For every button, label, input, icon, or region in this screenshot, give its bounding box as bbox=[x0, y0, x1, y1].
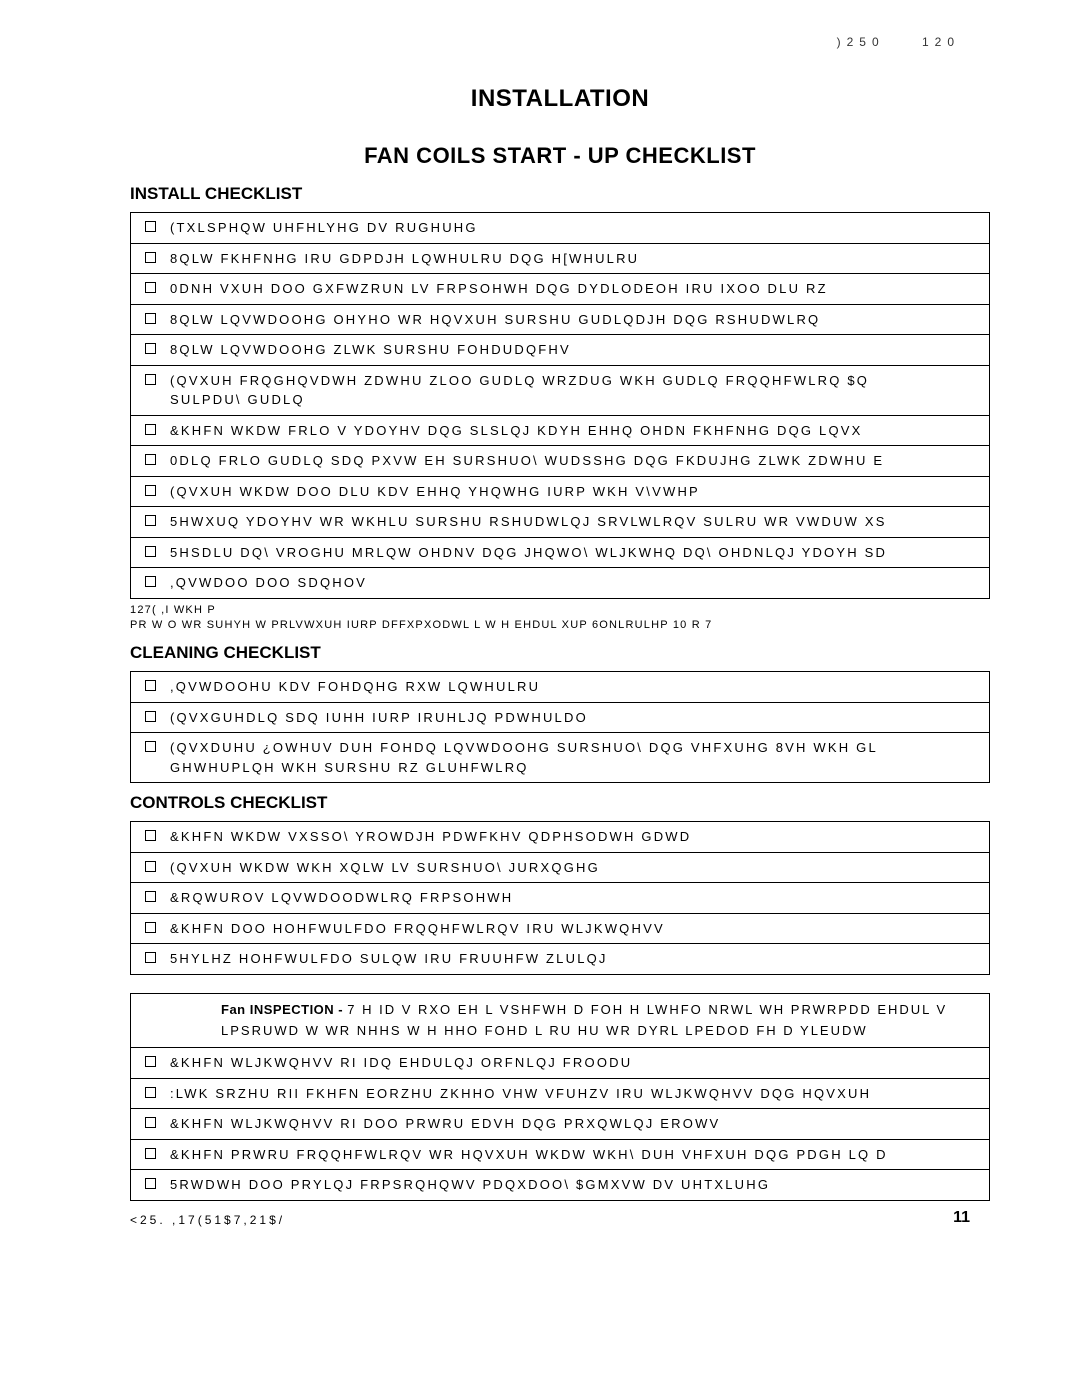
checkbox-icon[interactable] bbox=[145, 1148, 156, 1159]
checkbox-icon[interactable] bbox=[145, 515, 156, 526]
fan-item-text: :LWK SRZHU RII FKHFN EORZHU ZKHHO VHW VF… bbox=[170, 1084, 981, 1104]
checkbox-icon[interactable] bbox=[145, 1087, 156, 1098]
cleaning-item-row: ,QVWDOOHU KDV FOHDQHG RXW LQWHULRU bbox=[131, 672, 989, 703]
fan-inspection-label: Fan INSPECTION - bbox=[221, 1002, 347, 1017]
controls-item-row: &RQWUROV LQVWDOODWLRQ FRPSOHWH bbox=[131, 883, 989, 914]
install-item-text: ,QVWDOO DOO SDQHOV bbox=[170, 573, 981, 593]
checkbox-icon[interactable] bbox=[145, 576, 156, 587]
install-item-text: (QVXUH WKDW DOO DLU KDV EHHQ YHQWHG IURP… bbox=[170, 482, 981, 502]
cleaning-item-row: (QVXDUHU ¿OWHUV DUH FOHDQ LQVWDOOHG SURS… bbox=[131, 733, 989, 782]
install-item-row: 5HWXUQ YDOYHV WR WKHLU SURSHU RSHUDWLQJ … bbox=[131, 507, 989, 538]
cleaning-item-row: (QVXGUHDLQ SDQ IUHH IURP IRUHLJQ PDWHULD… bbox=[131, 703, 989, 734]
install-item-row: &KHFN WKDW FRLO V YDOYHV DQG SLSLQJ KDYH… bbox=[131, 416, 989, 447]
fan-inspection-box: Fan INSPECTION - 7 H ID V RXO EH L VSHFW… bbox=[130, 993, 990, 1201]
controls-heading: CONTROLS CHECKLIST bbox=[130, 793, 990, 813]
install-item-text: 5HSDLU DQ\ VROGHU MRLQW OHDNV DQG JHQWO\… bbox=[170, 543, 981, 563]
checkbox-icon[interactable] bbox=[145, 952, 156, 963]
checkbox-icon[interactable] bbox=[145, 830, 156, 841]
install-item-text: 8QLW LQVWDOOHG OHYHO WR HQVXUH SURSHU GU… bbox=[170, 310, 981, 330]
checkbox-icon[interactable] bbox=[145, 680, 156, 691]
checkbox-icon[interactable] bbox=[145, 282, 156, 293]
install-item-row: (QVXUH WKDW DOO DLU KDV EHHQ YHQWHG IURP… bbox=[131, 477, 989, 508]
cleaning-item-text: ,QVWDOOHU KDV FOHDQHG RXW LQWHULRU bbox=[170, 677, 981, 697]
install-item-text: &KHFN WKDW FRLO V YDOYHV DQG SLSLQJ KDYH… bbox=[170, 421, 981, 441]
checkbox-icon[interactable] bbox=[145, 343, 156, 354]
fan-item-row: :LWK SRZHU RII FKHFN EORZHU ZKHHO VHW VF… bbox=[131, 1079, 989, 1110]
install-heading: INSTALL CHECKLIST bbox=[130, 184, 990, 204]
controls-item-row: 5HYLHZ HOHFWULFDO SULQW IRU FRUUHFW ZLUL… bbox=[131, 944, 989, 974]
page-number: 11 bbox=[953, 1209, 970, 1227]
install-item-row: 5HSDLU DQ\ VROGHU MRLQW OHDNV DQG JHQWO\… bbox=[131, 538, 989, 569]
controls-item-text: &KHFN DOO HOHFWULFDO FRQQHFWLRQV IRU WLJ… bbox=[170, 919, 981, 939]
install-item-row: 8QLW LQVWDOOHG OHYHO WR HQVXUH SURSHU GU… bbox=[131, 305, 989, 336]
install-item-text: (QVXUH FRQGHQVDWH ZDWHU ZLOO GUDLQ WRZDU… bbox=[170, 371, 981, 410]
fan-item-text: 5RWDWH DOO PRYLQJ FRPSRQHQWV PDQXDOO\ $G… bbox=[170, 1175, 981, 1195]
controls-item-row: &KHFN DOO HOHFWULFDO FRQQHFWLRQV IRU WLJ… bbox=[131, 914, 989, 945]
fan-item-text: &KHFN WLJKWQHVV RI DOO PRWRU EDVH DQG PR… bbox=[170, 1114, 981, 1134]
cleaning-item-text: (QVXDUHU ¿OWHUV DUH FOHDQ LQVWDOOHG SURS… bbox=[170, 738, 981, 777]
controls-item-row: (QVXUH WKDW WKH XQLW LV SURSHUO\ JURXQGH… bbox=[131, 853, 989, 884]
install-item-text: 5HWXUQ YDOYHV WR WKHLU SURSHU RSHUDWLQJ … bbox=[170, 512, 981, 532]
checkbox-icon[interactable] bbox=[145, 1117, 156, 1128]
checkbox-icon[interactable] bbox=[145, 424, 156, 435]
install-item-row: 0DNH VXUH DOO GXFWZRUN LV FRPSOHWH DQG D… bbox=[131, 274, 989, 305]
install-item-text: 0DNH VXUH DOO GXFWZRUN LV FRPSOHWH DQG D… bbox=[170, 279, 981, 299]
install-item-row: (QVXUH FRQGHQVDWH ZDWHU ZLOO GUDLQ WRZDU… bbox=[131, 366, 989, 416]
form-number: )250 120 bbox=[837, 35, 960, 49]
checkbox-icon[interactable] bbox=[145, 741, 156, 752]
fan-item-row: &KHFN WLJKWQHVV RI DOO PRWRU EDVH DQG PR… bbox=[131, 1109, 989, 1140]
install-item-row: 8QLW FKHFNHG IRU GDPDJH LQWHULRU DQG H[W… bbox=[131, 244, 989, 275]
checkbox-icon[interactable] bbox=[145, 711, 156, 722]
checkbox-icon[interactable] bbox=[145, 1056, 156, 1067]
controls-item-text: 5HYLHZ HOHFWULFDO SULQW IRU FRUUHFW ZLUL… bbox=[170, 949, 981, 969]
checkbox-icon[interactable] bbox=[145, 1178, 156, 1189]
checkbox-icon[interactable] bbox=[145, 485, 156, 496]
install-note: 127( ,I WKH PPR W O WR SUHYH W PRLVWXUH … bbox=[130, 603, 990, 634]
install-item-text: 8QLW LQVWDOOHG ZLWK SURSHU FOHDUDQFHV bbox=[170, 340, 981, 360]
install-item-text: (TXLSPHQW UHFHLYHG DV RUGHUHG bbox=[170, 218, 981, 238]
controls-item-row: &KHFN WKDW VXSSO\ YROWDJH PDWFKHV QDPHSO… bbox=[131, 822, 989, 853]
checkbox-icon[interactable] bbox=[145, 252, 156, 263]
controls-checklist-box: &KHFN WKDW VXSSO\ YROWDJH PDWFKHV QDPHSO… bbox=[130, 821, 990, 975]
fan-item-row: &KHFN WLJKWQHVV RI IDQ EHDULQJ ORFNLQJ F… bbox=[131, 1048, 989, 1079]
checkbox-icon[interactable] bbox=[145, 454, 156, 465]
checkbox-icon[interactable] bbox=[145, 374, 156, 385]
checkbox-icon[interactable] bbox=[145, 221, 156, 232]
page-subtitle-checklist: FAN COILS START - UP CHECKLIST bbox=[130, 143, 990, 169]
install-item-row: ,QVWDOO DOO SDQHOV bbox=[131, 568, 989, 598]
cleaning-item-text: (QVXGUHDLQ SDQ IUHH IURP IRUHLJQ PDWHULD… bbox=[170, 708, 981, 728]
checkbox-icon[interactable] bbox=[145, 861, 156, 872]
checkbox-icon[interactable] bbox=[145, 313, 156, 324]
checkbox-icon[interactable] bbox=[145, 891, 156, 902]
install-item-text: 8QLW FKHFNHG IRU GDPDJH LQWHULRU DQG H[W… bbox=[170, 249, 981, 269]
fan-item-text: &KHFN WLJKWQHVV RI IDQ EHDULQJ ORFNLQJ F… bbox=[170, 1053, 981, 1073]
fan-item-row: &KHFN PRWRU FRQQHFWLRQV WR HQVXUH WKDW W… bbox=[131, 1140, 989, 1171]
install-item-text: 0DLQ FRLO GUDLQ SDQ PXVW EH SURSHUO\ WUD… bbox=[170, 451, 981, 471]
page-title-installation: INSTALLATION bbox=[130, 85, 990, 113]
install-checklist-box: (TXLSPHQW UHFHLYHG DV RUGHUHG 8QLW FKHFNH… bbox=[130, 212, 990, 599]
checkbox-icon[interactable] bbox=[145, 922, 156, 933]
fan-inspection-header: Fan INSPECTION - 7 H ID V RXO EH L VSHFW… bbox=[131, 994, 989, 1049]
footer-company: <25. ,17(51$7,21$/ bbox=[130, 1213, 285, 1227]
checkbox-icon[interactable] bbox=[145, 546, 156, 557]
controls-item-text: &KHFN WKDW VXSSO\ YROWDJH PDWFKHV QDPHSO… bbox=[170, 827, 981, 847]
install-item-row: 8QLW LQVWDOOHG ZLWK SURSHU FOHDUDQFHV bbox=[131, 335, 989, 366]
cleaning-heading: CLEANING CHECKLIST bbox=[130, 643, 990, 663]
fan-item-text: &KHFN PRWRU FRQQHFWLRQV WR HQVXUH WKDW W… bbox=[170, 1145, 981, 1165]
controls-item-text: &RQWUROV LQVWDOODWLRQ FRPSOHWH bbox=[170, 888, 981, 908]
install-item-row: 0DLQ FRLO GUDLQ SDQ PXVW EH SURSHUO\ WUD… bbox=[131, 446, 989, 477]
controls-item-text: (QVXUH WKDW WKH XQLW LV SURSHUO\ JURXQGH… bbox=[170, 858, 981, 878]
fan-item-row: 5RWDWH DOO PRYLQJ FRPSRQHQWV PDQXDOO\ $G… bbox=[131, 1170, 989, 1200]
cleaning-checklist-box: ,QVWDOOHU KDV FOHDQHG RXW LQWHULRU (QVXGU… bbox=[130, 671, 990, 783]
install-item-row: (TXLSPHQW UHFHLYHG DV RUGHUHG bbox=[131, 213, 989, 244]
